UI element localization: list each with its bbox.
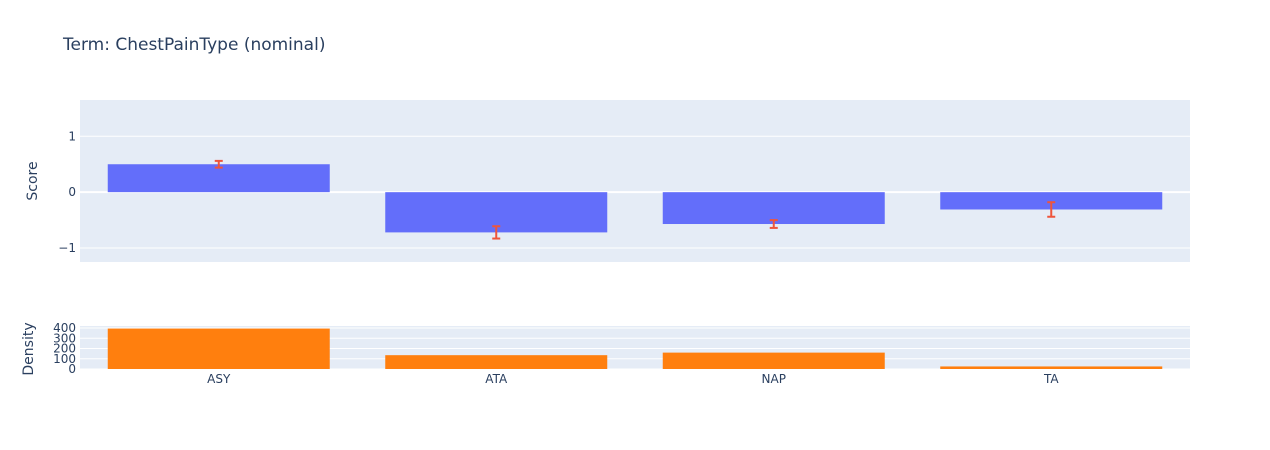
density-bar-nap bbox=[662, 352, 885, 369]
score-y-tick-label: 0 bbox=[68, 185, 76, 199]
x-tick-label-nap: NAP bbox=[762, 372, 786, 386]
density-y-tick-label: 300 bbox=[53, 331, 76, 345]
x-tick-label-ta: TA bbox=[1043, 372, 1059, 386]
score-bar-nap bbox=[662, 192, 885, 225]
score-panel: −1 0 1 bbox=[58, 100, 1190, 262]
density-y-tick-label: 100 bbox=[53, 352, 76, 366]
density-axis-title: Density bbox=[21, 322, 37, 375]
score-axis-title: Score bbox=[25, 161, 41, 200]
density-y-tick-label: 400 bbox=[53, 321, 76, 335]
density-bar-ta bbox=[940, 366, 1163, 369]
density-bar-ata bbox=[385, 355, 608, 369]
chart-title: Term: ChestPainType (nominal) bbox=[62, 35, 325, 55]
score-y-tick-label: 1 bbox=[68, 129, 76, 143]
score-bar-ta bbox=[940, 192, 1163, 210]
x-tick-label-ata: ATA bbox=[485, 372, 508, 386]
density-bar-asy bbox=[107, 328, 330, 369]
density-y-tick-label: 200 bbox=[53, 342, 76, 356]
x-tick-label-asy: ASY bbox=[207, 372, 231, 386]
density-y-tick-label: 0 bbox=[68, 362, 76, 376]
score-bar-asy bbox=[107, 164, 330, 193]
score-y-tick-label: −1 bbox=[58, 241, 76, 255]
